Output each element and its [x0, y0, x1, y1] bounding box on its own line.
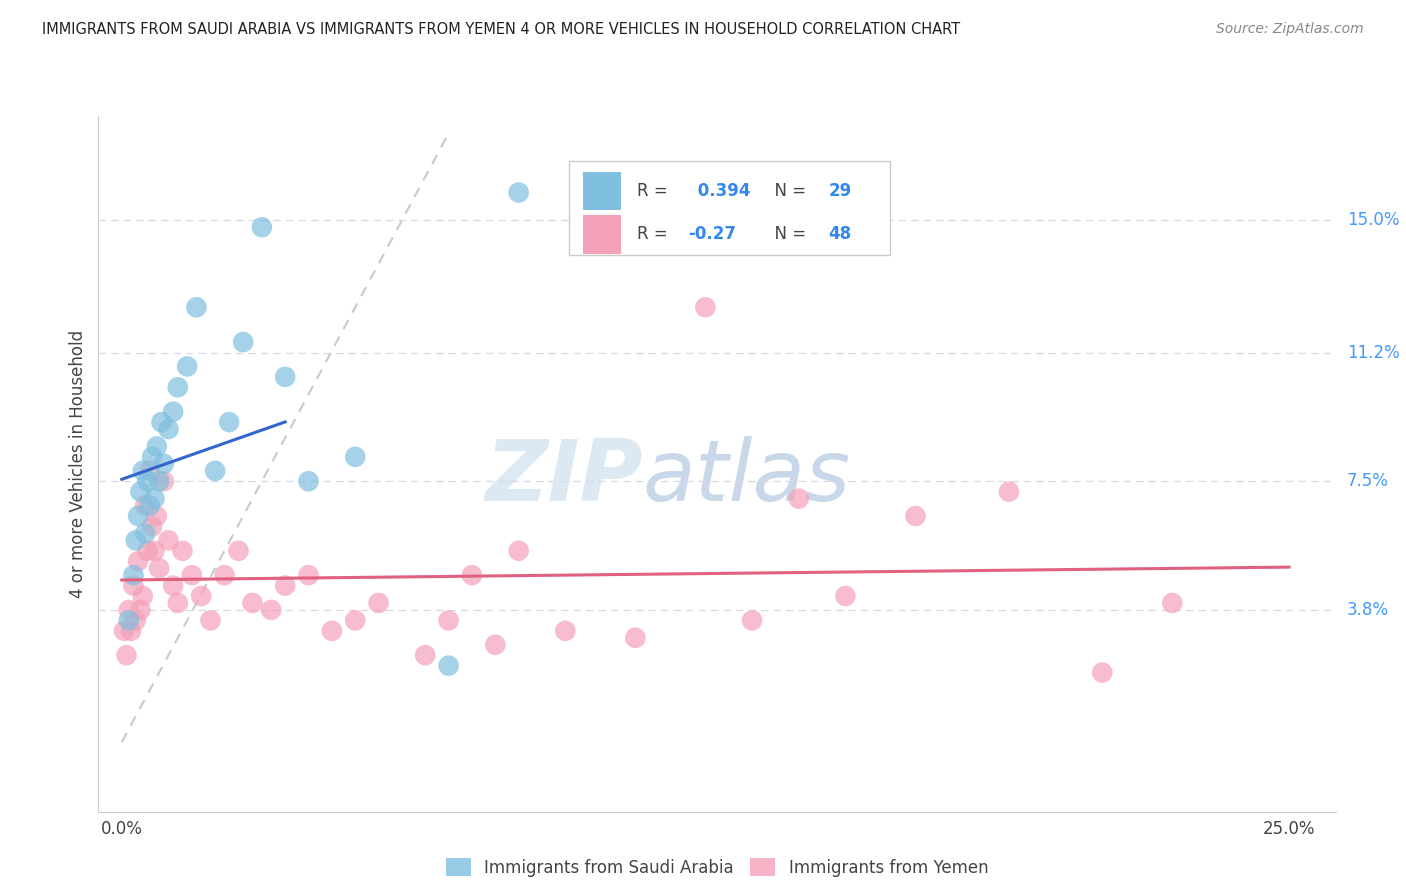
Point [132, 464, 155, 478]
Point [484, 638, 506, 652]
Point [228, 543, 250, 558]
Point [437, 658, 460, 673]
Point [437, 614, 460, 628]
Point [157, 422, 180, 436]
Text: 7.5%: 7.5% [1347, 472, 1389, 491]
Point [141, 519, 163, 533]
Point [127, 554, 149, 568]
Point [143, 491, 166, 506]
Point [274, 369, 297, 384]
Text: Source: ZipAtlas.com: Source: ZipAtlas.com [1216, 22, 1364, 37]
Point [152, 475, 174, 489]
Text: N =: N = [763, 226, 811, 244]
Point [176, 359, 198, 374]
Point [162, 578, 184, 592]
Point [180, 568, 202, 582]
Point [508, 543, 530, 558]
Point [146, 440, 169, 453]
Point [344, 450, 367, 464]
Point [1091, 665, 1114, 680]
Point [115, 648, 138, 662]
Y-axis label: 4 or more Vehicles in Household: 4 or more Vehicles in Household [69, 330, 87, 598]
Point [204, 464, 226, 478]
Point [141, 450, 163, 464]
Point [297, 568, 319, 582]
Point [461, 568, 484, 582]
Text: 11.2%: 11.2% [1347, 343, 1399, 361]
Point [1161, 596, 1184, 610]
Point [162, 404, 184, 418]
Point [172, 543, 194, 558]
Point [150, 415, 173, 429]
Point [134, 499, 156, 513]
Point [904, 508, 927, 523]
Point [695, 300, 717, 315]
Point [136, 475, 159, 489]
Point [787, 491, 810, 506]
Point [242, 596, 264, 610]
Point [624, 631, 647, 645]
Text: 15.0%: 15.0% [1347, 211, 1399, 229]
Point [260, 603, 283, 617]
Text: ZIP: ZIP [485, 436, 643, 519]
Point [129, 484, 152, 499]
Point [118, 614, 141, 628]
Text: R =: R = [637, 182, 672, 200]
Point [148, 475, 170, 489]
Text: IMMIGRANTS FROM SAUDI ARABIA VS IMMIGRANTS FROM YEMEN 4 OR MORE VEHICLES IN HOUS: IMMIGRANTS FROM SAUDI ARABIA VS IMMIGRAN… [42, 22, 960, 37]
Point [166, 380, 188, 394]
Point [250, 220, 273, 235]
Point [148, 561, 170, 575]
Point [274, 578, 297, 592]
Text: -0.27: -0.27 [689, 226, 737, 244]
Text: 0.394: 0.394 [692, 182, 751, 200]
FancyBboxPatch shape [583, 215, 620, 253]
Point [554, 624, 576, 638]
Point [112, 624, 135, 638]
Text: R =: R = [637, 226, 672, 244]
Point [125, 533, 148, 548]
Point [120, 624, 142, 638]
Point [190, 589, 212, 603]
Point [118, 603, 141, 617]
Point [344, 614, 367, 628]
Point [125, 614, 148, 628]
Point [186, 300, 208, 315]
Point [232, 334, 254, 349]
Point [998, 484, 1021, 499]
FancyBboxPatch shape [583, 172, 620, 211]
Text: 29: 29 [828, 182, 852, 200]
Text: 48: 48 [828, 226, 852, 244]
Point [166, 596, 188, 610]
Point [297, 475, 319, 489]
Point [834, 589, 856, 603]
Point [143, 543, 166, 558]
Point [129, 603, 152, 617]
Point [321, 624, 343, 638]
Point [200, 614, 222, 628]
Point [146, 508, 169, 523]
FancyBboxPatch shape [568, 161, 890, 255]
Point [122, 568, 145, 582]
Point [218, 415, 240, 429]
Point [127, 508, 149, 523]
Point [413, 648, 436, 662]
Point [132, 589, 155, 603]
Point [367, 596, 389, 610]
Point [134, 526, 156, 541]
Point [741, 614, 763, 628]
Point [508, 186, 530, 200]
Point [152, 457, 174, 471]
Text: 3.8%: 3.8% [1347, 601, 1389, 619]
Point [136, 543, 159, 558]
Point [139, 499, 162, 513]
Point [122, 578, 145, 592]
Point [214, 568, 236, 582]
Legend: Immigrants from Saudi Arabia, Immigrants from Yemen: Immigrants from Saudi Arabia, Immigrants… [439, 851, 995, 883]
Point [157, 533, 180, 548]
Point [139, 464, 162, 478]
Text: N =: N = [763, 182, 811, 200]
Text: atlas: atlas [643, 436, 851, 519]
